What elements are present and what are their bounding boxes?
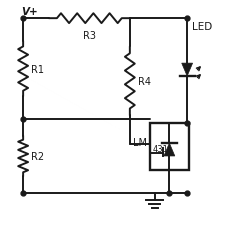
Text: LED: LED: [192, 22, 212, 32]
Text: R3: R3: [83, 31, 96, 41]
Polygon shape: [182, 64, 193, 77]
Text: R1: R1: [31, 64, 44, 74]
Text: LM: LM: [133, 137, 147, 147]
Text: R4: R4: [138, 76, 151, 86]
Text: R2: R2: [31, 151, 44, 161]
Text: V+: V+: [21, 7, 38, 17]
Polygon shape: [164, 143, 175, 156]
Text: 431: 431: [153, 144, 168, 153]
